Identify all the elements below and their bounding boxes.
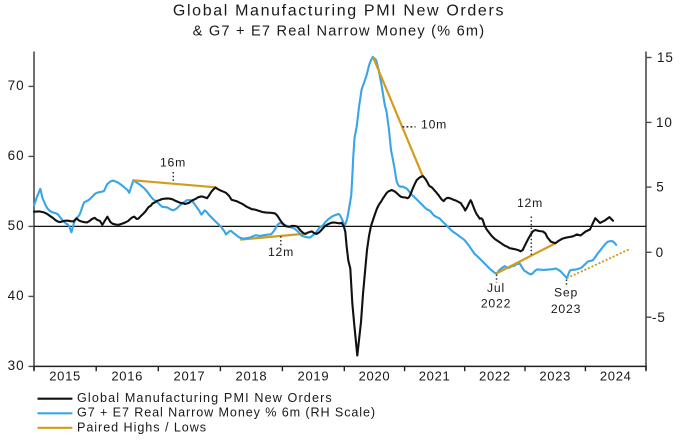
svg-text:2024: 2024: [600, 369, 632, 384]
svg-text:2023: 2023: [539, 369, 571, 384]
svg-text:2015: 2015: [49, 369, 81, 384]
svg-text:12m: 12m: [517, 196, 543, 210]
svg-text:2017: 2017: [174, 369, 206, 384]
svg-text:Sep: Sep: [554, 286, 578, 300]
svg-text:60: 60: [8, 148, 25, 163]
svg-text:Global Manufacturing PMI New O: Global Manufacturing PMI New Orders: [173, 3, 505, 20]
svg-text:2023: 2023: [551, 302, 581, 316]
svg-text:12m: 12m: [268, 245, 294, 259]
svg-text:40: 40: [8, 288, 25, 303]
svg-text:2022: 2022: [479, 369, 511, 384]
svg-text:2018: 2018: [236, 369, 268, 384]
svg-text:2016: 2016: [111, 369, 143, 384]
svg-text:Paired Highs / Lows: Paired Highs / Lows: [77, 420, 207, 434]
svg-text:0: 0: [656, 245, 664, 260]
svg-text:2019: 2019: [298, 369, 330, 384]
svg-text:& G7 + E7 Real Narrow Money (%: & G7 + E7 Real Narrow Money (% 6m): [193, 24, 486, 40]
svg-text:-5: -5: [652, 310, 666, 325]
svg-text:2020: 2020: [359, 369, 391, 384]
svg-text:70: 70: [8, 78, 25, 93]
svg-text:10m: 10m: [421, 118, 447, 132]
svg-text:16m: 16m: [160, 156, 186, 170]
svg-text:2021: 2021: [419, 369, 451, 384]
svg-text:2022: 2022: [481, 297, 511, 311]
svg-text:G7 + E7 Real Narrow Money % 6m: G7 + E7 Real Narrow Money % 6m (RH Scale…: [77, 406, 376, 420]
svg-text:50: 50: [8, 218, 25, 233]
svg-text:15: 15: [657, 50, 674, 65]
svg-text:Jul: Jul: [487, 281, 505, 295]
svg-text:30: 30: [8, 358, 25, 373]
svg-text:Global Manufacturing PMI New O: Global Manufacturing PMI New Orders: [77, 391, 333, 405]
svg-text:5: 5: [656, 180, 664, 195]
svg-text:10: 10: [656, 115, 673, 130]
